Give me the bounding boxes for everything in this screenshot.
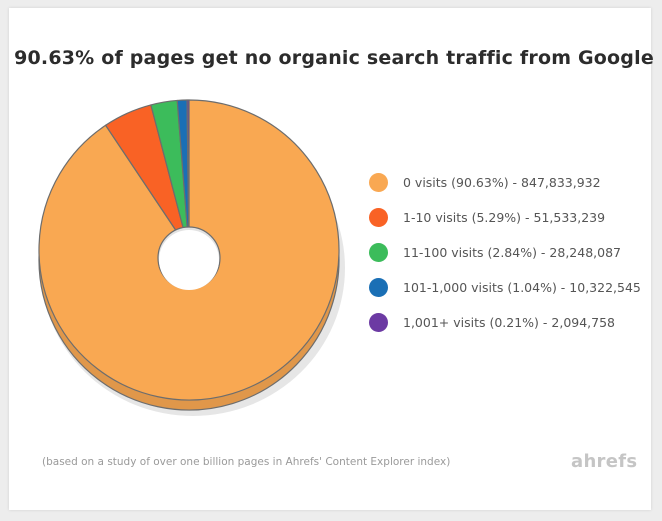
- chart-title: 90.63% of pages get no organic search tr…: [14, 47, 654, 69]
- legend-item-1001-plus-visits: 1,001+ visits (0.21%) - 2,094,758: [369, 312, 641, 333]
- donut-hole: [159, 230, 219, 290]
- legend-label: 0 visits (90.63%) - 847,833,932: [403, 175, 601, 190]
- legend-item-101-1000-visits: 101-1,000 visits (1.04%) - 10,322,545: [369, 277, 641, 298]
- legend-dot-purple: [369, 313, 388, 332]
- legend-label: 101-1,000 visits (1.04%) - 10,322,545: [403, 280, 641, 295]
- legend-label: 1,001+ visits (0.21%) - 2,094,758: [403, 315, 616, 330]
- legend-dot-green: [369, 243, 388, 262]
- source-footnote: (based on a study of over one billion pa…: [42, 456, 451, 468]
- legend-label: 11-100 visits (2.84%) - 28,248,087: [403, 245, 621, 260]
- legend-dot-red-orange: [369, 208, 388, 227]
- legend-dot-blue: [369, 278, 388, 297]
- legend-label: 1-10 visits (5.29%) - 51,533,239: [403, 210, 606, 225]
- legend-dot-orange: [369, 173, 388, 192]
- legend-item-0-visits: 0 visits (90.63%) - 847,833,932: [369, 172, 641, 193]
- legend-item-1-10-visits: 1-10 visits (5.29%) - 51,533,239: [369, 207, 641, 228]
- ahrefs-logo: ahrefs: [571, 451, 638, 472]
- legend-item-11-100-visits: 11-100 visits (2.84%) - 28,248,087: [369, 242, 641, 263]
- chart-legend: 0 visits (90.63%) - 847,833,932 1-10 vis…: [369, 172, 641, 347]
- pie-slice: [186, 99, 190, 251]
